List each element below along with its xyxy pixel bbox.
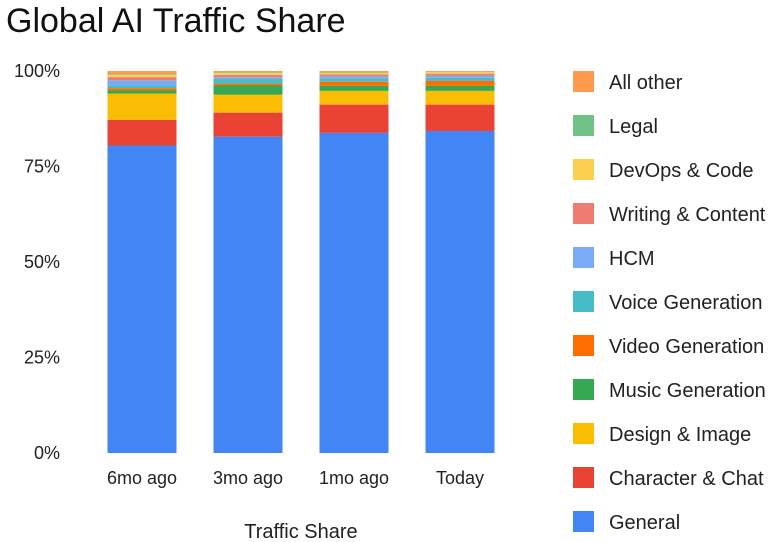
x-axis-title: Traffic Share — [244, 521, 357, 542]
bar-segment — [319, 81, 389, 86]
legend-swatch — [573, 511, 594, 532]
bar-segment — [213, 83, 283, 86]
bar-stack — [107, 71, 177, 454]
bar-segment — [107, 85, 177, 89]
bar-segment — [425, 72, 495, 74]
legend-item: Voice Generation — [573, 291, 762, 314]
legend-label: Voice Generation — [609, 292, 762, 314]
bar-segment — [319, 104, 389, 133]
legend-item: General — [573, 511, 680, 534]
bar-segment — [213, 85, 283, 95]
bar-segment — [107, 119, 177, 146]
legend-swatch — [573, 467, 594, 488]
legend-label: Design & Image — [609, 424, 751, 446]
bar-segment — [425, 80, 495, 86]
x-tick-label: 1mo ago — [319, 468, 389, 488]
bar-segment — [319, 72, 389, 75]
bar-segment — [107, 93, 177, 120]
legend-label: DevOps & Code — [609, 160, 754, 182]
legend-item: Character & Chat — [573, 467, 764, 490]
bar-segment — [213, 77, 283, 80]
bar-segment — [319, 72, 389, 73]
bar-stack — [213, 71, 283, 454]
bar-segment — [319, 76, 389, 79]
bar-segment — [107, 145, 177, 454]
bar-segment — [213, 136, 283, 454]
bar-segment — [319, 90, 389, 105]
legend-swatch — [573, 379, 594, 400]
bar-segment — [319, 71, 389, 73]
bar-segment — [213, 112, 283, 137]
bar-segment — [425, 73, 495, 76]
chart-title: Global AI Traffic Share — [6, 2, 346, 40]
y-tick-label: 50% — [24, 252, 60, 272]
bar-segment — [107, 77, 177, 81]
legend-item: All other — [573, 71, 683, 94]
legend-item: Design & Image — [573, 423, 751, 446]
bar-segment — [319, 85, 389, 91]
legend-swatch — [573, 291, 594, 312]
legend-item: Video Generation — [573, 335, 764, 358]
y-tick-label: 75% — [24, 157, 60, 177]
bar-segment — [319, 78, 389, 82]
bar-segment — [213, 94, 283, 113]
bar-segment — [213, 74, 283, 78]
legend-label: Legal — [609, 116, 658, 138]
x-axis-ticks: 6mo ago 3mo ago 1mo ago Today — [107, 468, 484, 488]
legend-swatch — [573, 247, 594, 268]
y-tick-label: 25% — [24, 348, 60, 368]
bar-segment — [425, 71, 495, 72]
legend-label: Video Generation — [609, 336, 764, 358]
legend-swatch — [573, 159, 594, 180]
legend-label: General — [609, 512, 680, 534]
bar-segment — [107, 74, 177, 75]
bar-segment — [213, 72, 283, 75]
bar-stack — [425, 71, 495, 453]
bar-segment — [319, 74, 389, 77]
legend-swatch — [573, 71, 594, 92]
legend-item: Music Generation — [573, 379, 766, 402]
x-tick-label: 3mo ago — [213, 468, 283, 488]
bar-segment — [213, 72, 283, 73]
x-tick-label: Today — [436, 468, 484, 488]
legend-swatch — [573, 335, 594, 356]
bar-segment — [425, 90, 495, 105]
legend-swatch — [573, 203, 594, 224]
legend-label: HCM — [609, 248, 655, 270]
bar-segment — [213, 79, 283, 84]
legend-label: Character & Chat — [609, 468, 764, 490]
legend-item: HCM — [573, 247, 655, 270]
y-axis-ticks: 0% 25% 50% 75% 100% — [14, 61, 60, 463]
legend-label: Music Generation — [609, 380, 766, 402]
legend-label: All other — [609, 72, 683, 94]
legend-swatch — [573, 115, 594, 136]
legend: All other Legal DevOps & Code Writing & Con… — [573, 71, 766, 534]
x-tick-label: 6mo ago — [107, 468, 177, 488]
legend-item: DevOps & Code — [573, 159, 754, 182]
bar-segment — [107, 71, 177, 75]
bars — [107, 71, 495, 454]
bar-segment — [213, 71, 283, 73]
legend-label: Writing & Content — [609, 204, 766, 226]
bar-segment — [107, 80, 177, 86]
bar-segment — [425, 130, 495, 453]
legend-item: Legal — [573, 115, 658, 138]
bar-stack — [319, 71, 389, 453]
legend-item: Writing & Content — [573, 203, 766, 226]
bar-segment — [319, 132, 389, 453]
bar-segment — [107, 88, 177, 91]
bar-segment — [425, 104, 495, 131]
bar-segment — [425, 75, 495, 78]
bar-segment — [425, 77, 495, 81]
y-tick-label: 100% — [14, 61, 60, 81]
bar-segment — [425, 85, 495, 91]
bar-segment — [107, 90, 177, 94]
y-tick-label: 0% — [34, 443, 60, 463]
legend-swatch — [573, 423, 594, 444]
bar-segment — [107, 74, 177, 78]
